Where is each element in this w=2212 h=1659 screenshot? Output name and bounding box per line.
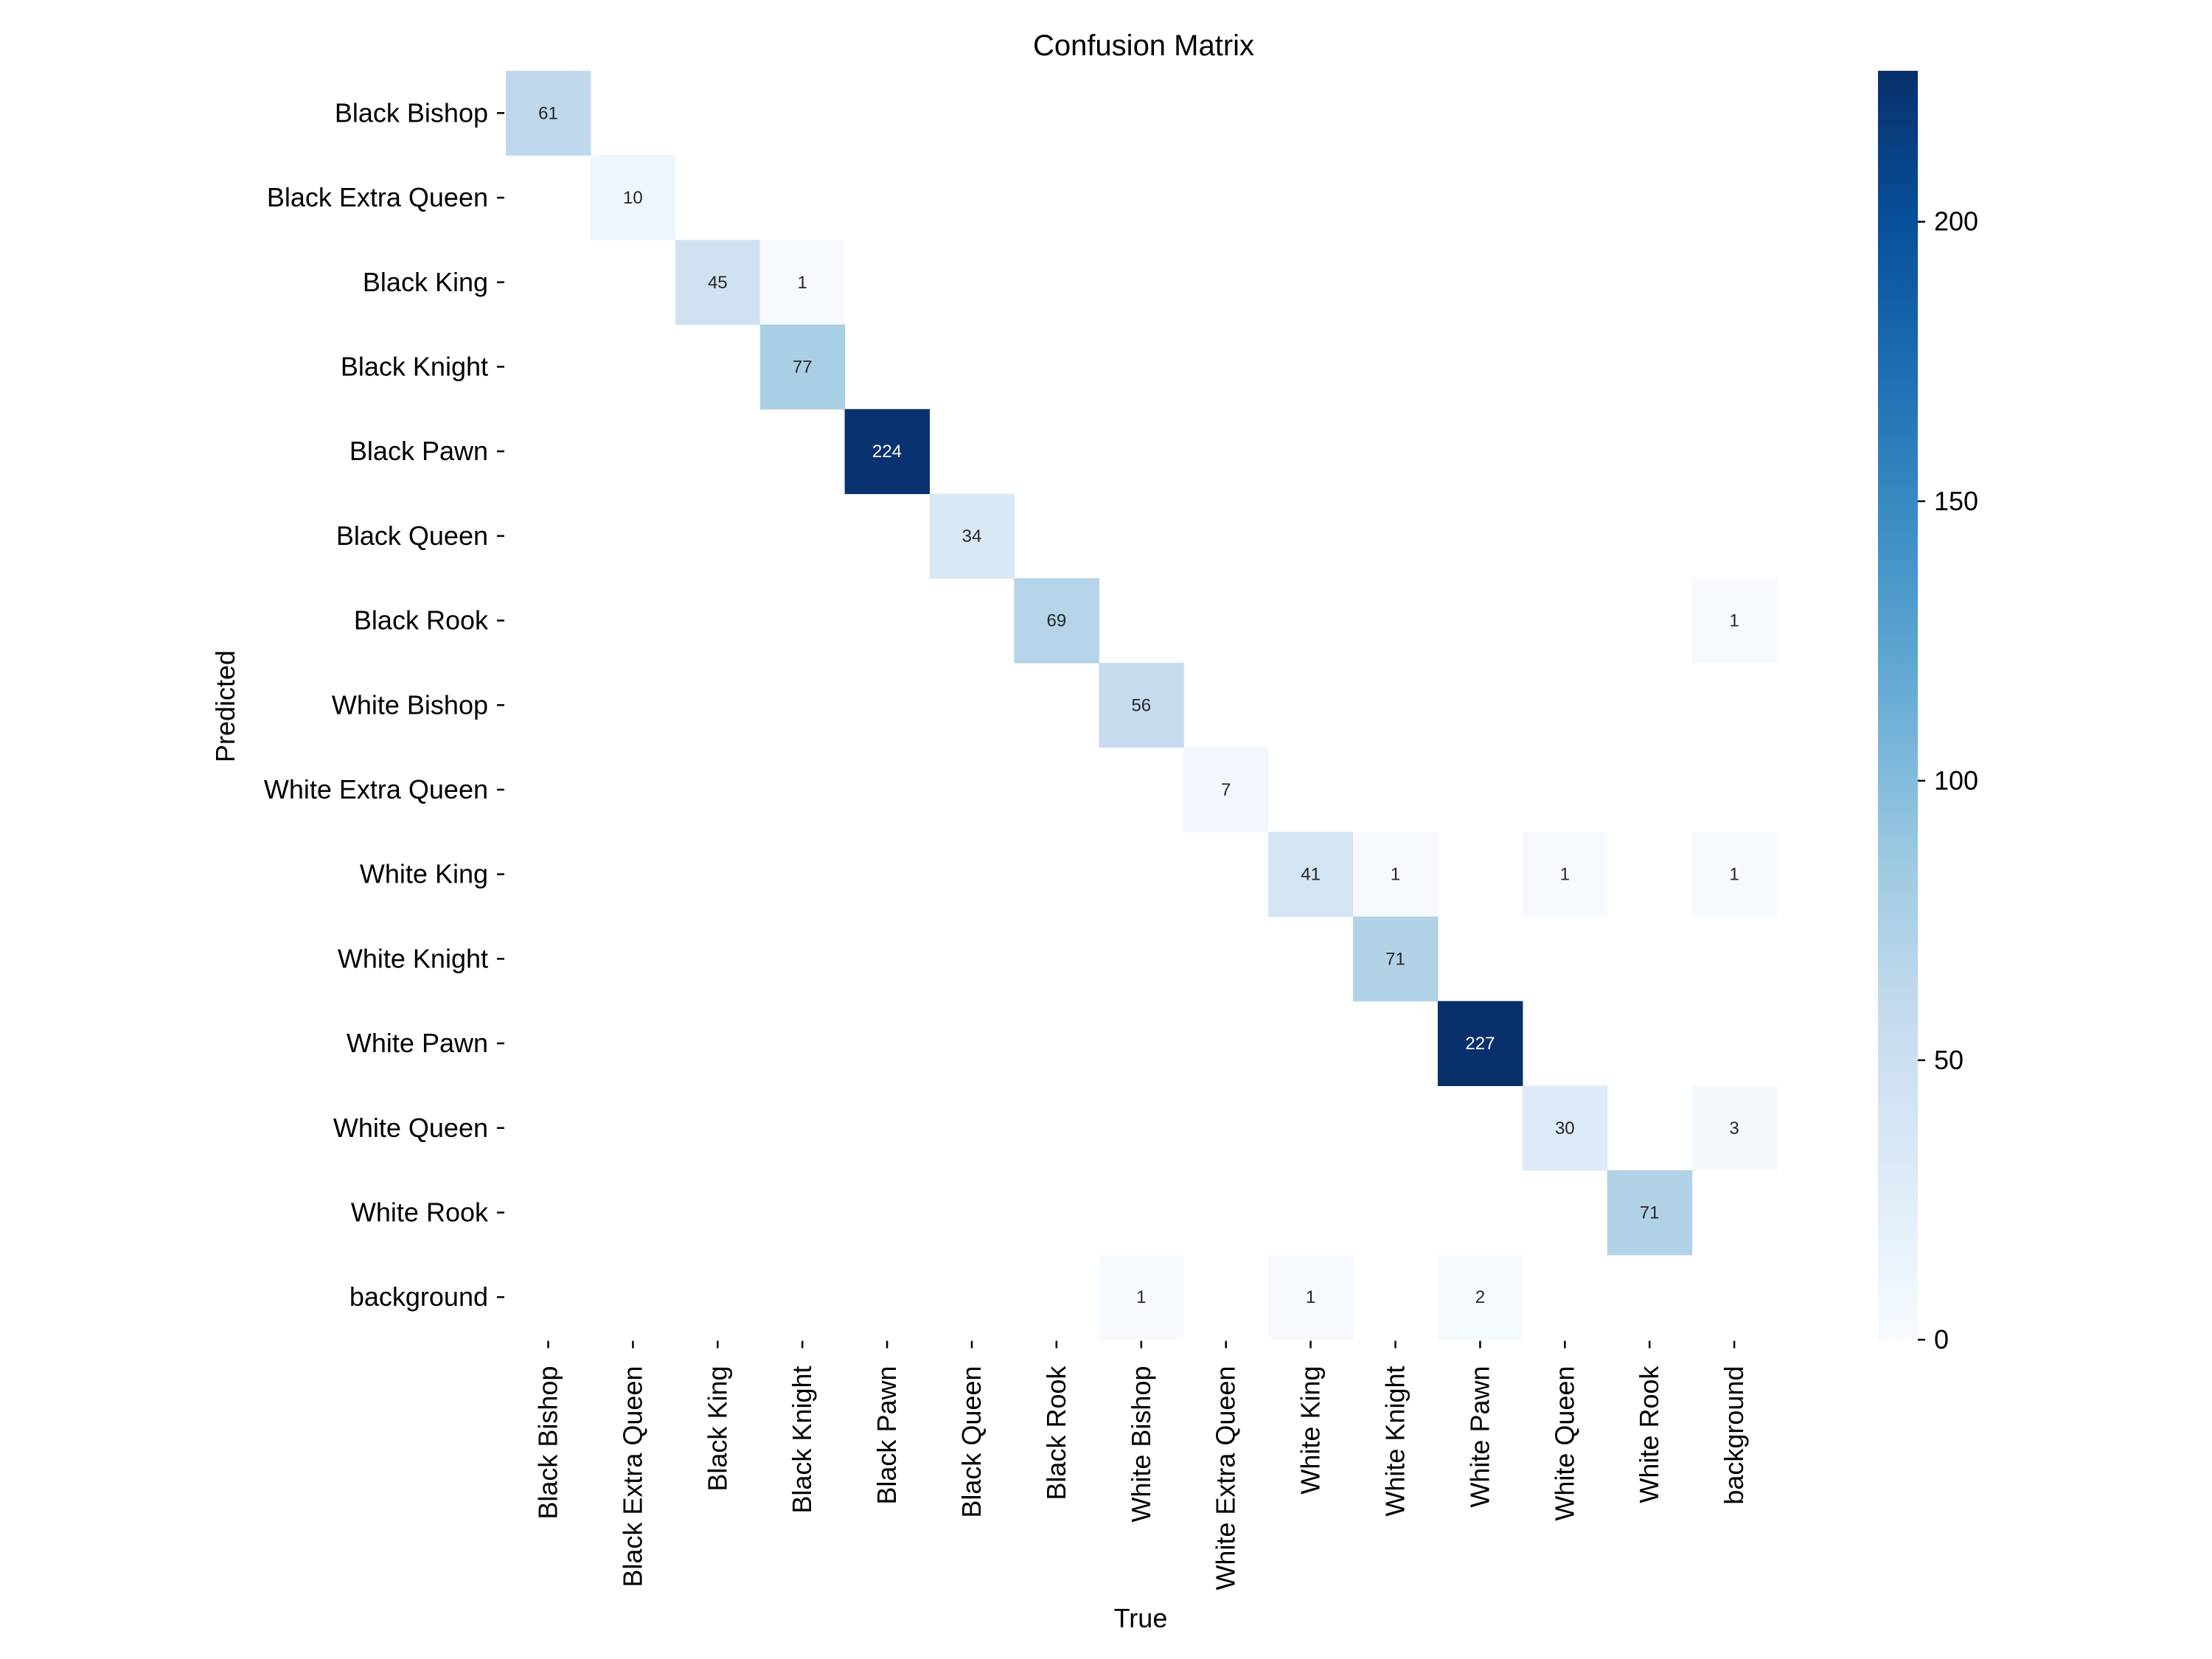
cell-value-label: 3 (1729, 1119, 1739, 1138)
heatmap-cell (1268, 1254, 1354, 1340)
x-axis-ticks: Black Bishop Black Extra Queen Black King B… (533, 1340, 1749, 1590)
cell-value-label: 69 (1047, 611, 1067, 631)
x-tick-label-white-extra-queen: White Extra Queen (1211, 1366, 1241, 1590)
heatmap-cell (506, 71, 591, 156)
y-axis-ticks: Black Bishop Black Extra Queen Black King B… (264, 97, 504, 1312)
cell-value-labels: 61 10 45 1 77 224 34 69 1 56 7 41 1 1 1 71 227 30 3 71 1 1 2 (538, 103, 1739, 1307)
heatmap-cell (1691, 1085, 1778, 1171)
y-tick-label-white-pawn: White Pawn (347, 1028, 488, 1058)
heatmap-cell (1437, 1001, 1523, 1086)
heatmap-cell (1607, 1170, 1693, 1256)
y-tick-label-black-knight: Black Knight (341, 351, 488, 381)
cell-value-label: 1 (1136, 1287, 1146, 1307)
y-tick-label-black-rook: Black Rook (354, 605, 489, 636)
heatmap-cell (759, 324, 846, 410)
cell-value-label: 227 (1465, 1034, 1495, 1054)
colorbar-tick-label: 0 (1934, 1324, 1949, 1354)
heatmap-cells (506, 71, 1778, 1340)
cell-value-label: 7 (1221, 780, 1231, 800)
colorbar-tick-label: 150 (1934, 486, 1978, 516)
chart-title: Confusion Matrix (1033, 29, 1254, 62)
cell-value-label: 41 (1301, 865, 1321, 885)
y-tick-label-white-bishop: White Bishop (332, 689, 488, 720)
y-tick-label-background: background (349, 1281, 488, 1312)
y-tick-label-white-king: White King (360, 859, 488, 889)
y-tick-label-black-pawn: Black Pawn (349, 436, 488, 466)
cell-value-label: 1 (1306, 1287, 1315, 1307)
heatmap-cell (844, 408, 931, 495)
x-tick-label-black-knight: Black Knight (787, 1366, 817, 1514)
y-tick-label-white-extra-queen: White Extra Queen (264, 774, 488, 804)
y-tick-label-black-extra-queen: Black Extra Queen (267, 182, 488, 212)
heatmap-cell (1437, 1254, 1523, 1340)
heatmap-cell (1099, 662, 1184, 748)
cell-value-label: 71 (1385, 949, 1405, 969)
heatmap-cell (1183, 747, 1269, 832)
cell-value-label: 2 (1475, 1287, 1485, 1307)
cell-value-label: 77 (793, 358, 813, 378)
cell-value-label: 1 (1729, 865, 1739, 885)
x-tick-label-black-king: Black King (702, 1366, 732, 1492)
cell-value-label: 34 (962, 526, 982, 546)
heatmap-cell (929, 493, 1015, 579)
x-tick-label-white-bishop: White Bishop (1126, 1366, 1156, 1523)
heatmap-cell (1268, 832, 1354, 917)
heatmap-cell (1691, 578, 1778, 664)
cell-value-label: 61 (538, 103, 558, 123)
x-tick-label-black-rook: Black Rook (1041, 1366, 1071, 1500)
x-tick-label-white-pawn: White Pawn (1464, 1366, 1495, 1508)
colorbar-tick-label: 200 (1934, 206, 1978, 237)
heatmap-cell (1353, 917, 1439, 1002)
x-axis-title: True (1114, 1603, 1168, 1633)
x-tick-label-black-bishop: Black Bishop (533, 1366, 563, 1520)
x-tick-label-black-pawn: Black Pawn (872, 1366, 902, 1505)
cell-value-label: 1 (1560, 865, 1570, 885)
y-tick-label-white-knight: White Knight (338, 943, 488, 973)
x-tick-label-black-queen: Black Queen (956, 1366, 987, 1518)
x-tick-label-black-extra-queen: Black Extra Queen (617, 1366, 647, 1587)
heatmap-cell (1014, 578, 1099, 664)
colorbar-tick-label: 50 (1934, 1045, 1964, 1075)
colorbar-ticks: 0 50 100 150 200 (1918, 206, 1978, 1354)
heatmap-cell (1522, 832, 1608, 917)
heatmap-cell (1522, 1085, 1608, 1171)
y-tick-label-white-queen: White Queen (333, 1113, 488, 1143)
heatmap-cell (590, 155, 676, 240)
heatmap-cell (1099, 1254, 1184, 1340)
cell-value-label: 224 (872, 442, 902, 462)
x-tick-label-white-rook: White Rook (1634, 1366, 1664, 1503)
x-tick-label-white-king: White King (1295, 1366, 1326, 1495)
heatmap-cell (759, 240, 846, 325)
y-tick-label-black-king: Black King (363, 267, 488, 297)
y-tick-label-white-rook: White Rook (351, 1197, 489, 1228)
x-tick-label-white-queen: White Queen (1549, 1366, 1579, 1521)
cell-value-label: 1 (1391, 865, 1400, 885)
cell-value-label: 1 (1729, 611, 1739, 631)
y-tick-label-black-bishop: Black Bishop (335, 97, 488, 128)
y-axis-title: Predicted (210, 650, 240, 762)
cell-value-label: 45 (708, 273, 728, 293)
y-tick-label-black-queen: Black Queen (336, 521, 488, 551)
heatmap-cell (675, 240, 761, 325)
cell-value-label: 56 (1131, 695, 1151, 715)
colorbar-tick-label: 100 (1934, 765, 1978, 796)
x-tick-label-background: background (1719, 1366, 1749, 1505)
cell-value-label: 1 (798, 273, 807, 293)
heatmap-cell (1353, 832, 1439, 917)
colorbar (1878, 71, 1918, 1340)
heatmap-cell (1691, 832, 1778, 917)
cell-value-label: 30 (1555, 1119, 1575, 1138)
cell-value-label: 71 (1640, 1203, 1660, 1223)
x-tick-label-white-knight: White Knight (1380, 1366, 1411, 1517)
cell-value-label: 10 (623, 188, 643, 208)
